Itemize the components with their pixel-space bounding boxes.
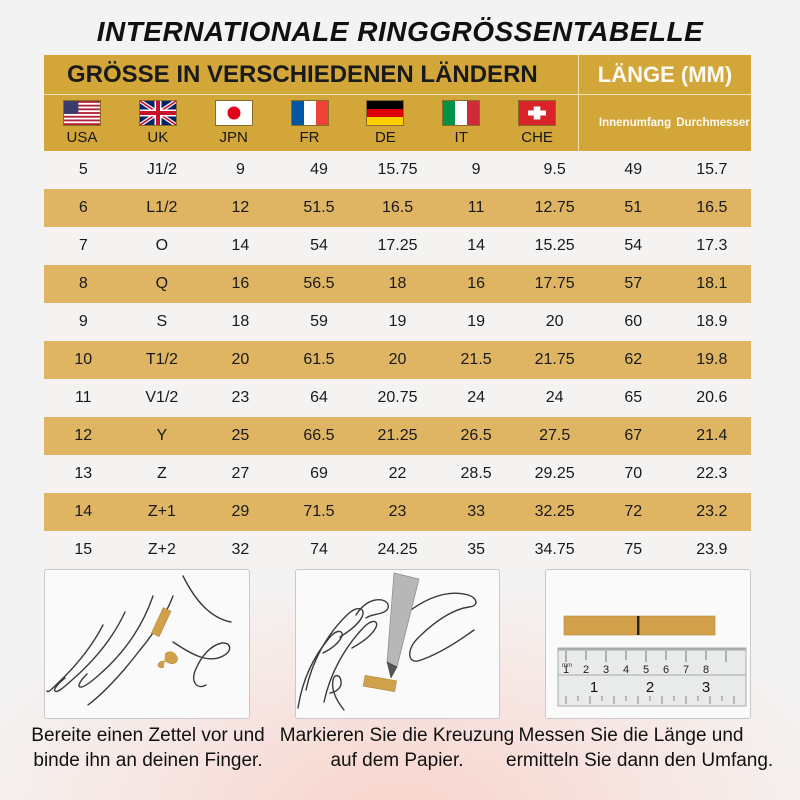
svg-text:2: 2: [646, 679, 654, 696]
svg-text:5: 5: [643, 664, 649, 676]
svg-text:3: 3: [702, 679, 710, 696]
svg-text:mm: mm: [562, 663, 572, 669]
svg-text:6: 6: [663, 664, 669, 676]
svg-text:8: 8: [703, 664, 709, 676]
svg-text:2: 2: [583, 664, 589, 676]
svg-text:3: 3: [603, 664, 609, 676]
svg-text:4: 4: [623, 664, 629, 676]
svg-text:7: 7: [683, 664, 689, 676]
svg-text:1: 1: [590, 679, 598, 696]
